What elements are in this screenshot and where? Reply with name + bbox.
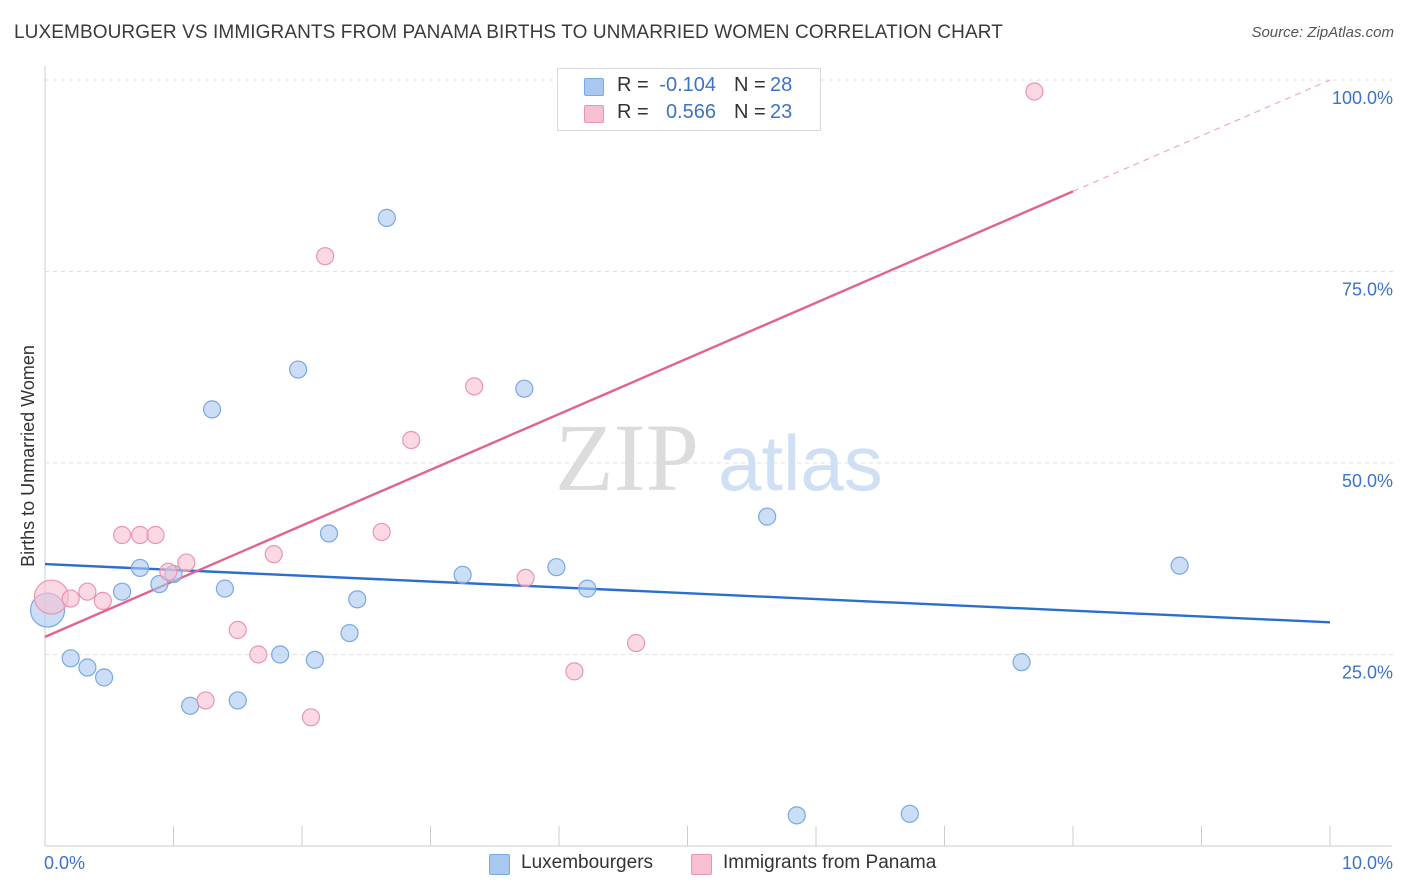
stats-legend: R = -0.104 N = 28 R = 0.566 N = 23 [557, 68, 821, 131]
data-point-panama [93, 591, 112, 610]
data-points [29, 82, 1189, 825]
data-point-panama [516, 568, 535, 588]
data-point-luxembourgers [202, 400, 222, 419]
data-point-luxembourgers [319, 524, 339, 543]
data-point-luxembourgers [758, 507, 777, 526]
data-point-luxembourgers [578, 579, 597, 598]
y-tick-label: 25.0% [1342, 663, 1393, 683]
legend-swatch-panama [584, 105, 604, 123]
data-point-panama [565, 662, 584, 681]
data-point-luxembourgers [1012, 653, 1031, 672]
r-value: -0.104 [659, 74, 716, 96]
data-point-panama [61, 589, 80, 608]
data-point-panama [1025, 82, 1044, 101]
data-point-panama [146, 525, 165, 545]
y-tick-label: 75.0% [1342, 280, 1393, 300]
data-point-luxembourgers [150, 574, 169, 594]
watermark-atlas: atlas [718, 419, 883, 507]
r-label: R = [617, 74, 649, 96]
data-point-panama [196, 691, 215, 710]
data-point-luxembourgers [348, 590, 367, 609]
data-point-luxembourgers [95, 668, 114, 687]
data-point-luxembourgers [289, 360, 308, 379]
data-point-panama [112, 525, 132, 545]
data-point-luxembourgers [61, 649, 80, 668]
data-point-luxembourgers [377, 208, 396, 227]
n-value: 23 [770, 101, 793, 123]
trend-line-0 [44, 562, 1331, 624]
r-value: 0.566 [665, 101, 716, 123]
x-tick-label-min: 0.0% [44, 853, 85, 873]
bottom-legend-label-panama: Immigrants from Panama [723, 852, 937, 873]
bottom-legend-swatch-luxembourgers [489, 854, 510, 875]
data-point-luxembourgers [515, 379, 534, 398]
n-label: N = [734, 101, 766, 123]
source-credit: Source: ZipAtlas.com [1251, 24, 1394, 41]
data-point-panama [228, 620, 247, 640]
data-point-luxembourgers [453, 565, 472, 584]
data-point-luxembourgers [787, 806, 806, 825]
data-point-luxembourgers [900, 804, 919, 823]
bottom-legend-swatch-panama [691, 854, 712, 875]
data-point-panama [372, 522, 391, 542]
data-point-panama [130, 525, 150, 545]
data-point-panama [301, 708, 321, 727]
data-point-luxembourgers [215, 579, 234, 598]
y-tick-label: 100.0% [1332, 88, 1393, 108]
trend-line-extension-1 [1072, 79, 1331, 192]
data-point-panama [249, 645, 268, 664]
r-label: R = [617, 101, 649, 123]
data-point-luxembourgers [181, 696, 200, 715]
data-point-luxembourgers [130, 558, 150, 578]
n-label: N = [734, 74, 766, 96]
grid-lines [45, 79, 1393, 655]
data-point-panama [626, 633, 646, 653]
data-point-panama [316, 247, 335, 266]
data-point-panama [78, 582, 97, 601]
legend-swatch-luxembourgers [584, 78, 604, 96]
data-point-luxembourgers [228, 691, 247, 710]
data-point-luxembourgers [271, 645, 290, 664]
y-axis-label: Births to Unmarried Women [18, 345, 38, 567]
data-point-luxembourgers [112, 582, 132, 601]
trend-lines [44, 79, 1331, 638]
legend-row-panama: R = 0.566 N = 23 [558, 100, 820, 126]
bottom-legend-label-luxembourgers: Luxembourgers [521, 852, 654, 873]
data-point-panama [402, 430, 421, 450]
data-point-panama [264, 545, 283, 564]
watermark-zip: ZIP [555, 404, 699, 511]
y-tick-label: 50.0% [1342, 471, 1393, 491]
axes [44, 66, 1392, 847]
data-point-luxembourgers [305, 650, 324, 669]
data-point-luxembourgers [547, 558, 566, 577]
data-point-luxembourgers [1170, 556, 1189, 575]
y-tick-labels: 25.0% 50.0% 75.0% 100.0% [1332, 88, 1393, 683]
x-tick-label-max: 10.0% [1342, 853, 1393, 873]
data-point-luxembourgers [78, 658, 97, 677]
legend-row-luxembourgers: R = -0.104 N = 28 [558, 73, 820, 99]
trend-line-1 [44, 190, 1074, 638]
watermark: ZIP atlas [555, 404, 883, 511]
data-point-panama [465, 377, 484, 396]
n-value: 28 [770, 74, 793, 96]
data-point-luxembourgers [340, 623, 359, 643]
chart-title: LUXEMBOURGER VS IMMIGRANTS FROM PANAMA B… [14, 22, 1003, 43]
data-point-panama [177, 553, 196, 572]
data-point-panama [159, 562, 178, 581]
